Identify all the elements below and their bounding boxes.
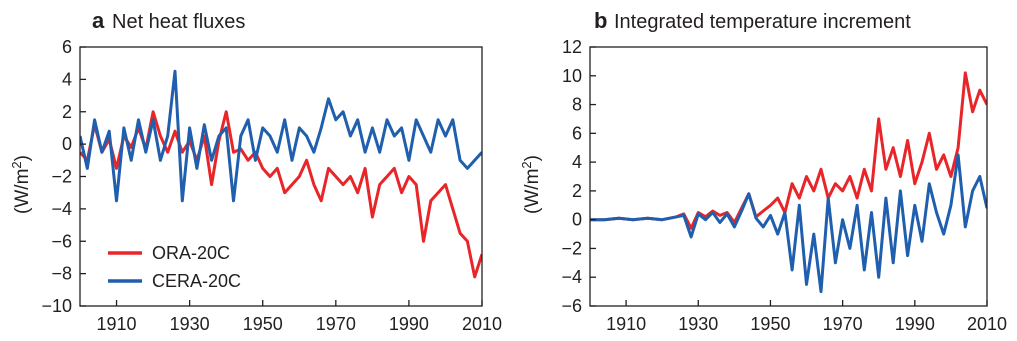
legend-label-ora-20c: ORA-20C <box>152 243 230 263</box>
y-tick-label: 4 <box>572 152 582 172</box>
y-tick-label: 0 <box>62 134 72 154</box>
y-tick-label: 10 <box>562 66 582 86</box>
x-tick-label: 1950 <box>750 314 790 334</box>
panel-title: Net heat fluxes <box>112 11 245 33</box>
y-tick-label: −4 <box>51 199 72 219</box>
y-tick-label: 2 <box>572 181 582 201</box>
plot-frame <box>589 46 988 307</box>
panel-a: a Net heat fluxes (W/m2) 6 4 2 0 −2 −4 −6 −8 −10 191… <box>9 8 503 334</box>
y-tick-label: −6 <box>51 231 72 251</box>
panel-letter: a <box>92 8 105 33</box>
x-tick-label: 1950 <box>243 314 283 334</box>
y-axis-label: (W/m2) <box>9 155 34 214</box>
series-line-cera-20c <box>80 69 482 203</box>
panel-letter: b <box>594 8 607 33</box>
y-tick-label: −2 <box>561 238 582 258</box>
y-tick-label: −4 <box>561 267 582 287</box>
y-tick-label: 4 <box>62 69 72 89</box>
y-tick-label: 2 <box>62 102 72 122</box>
series-line-ora-20c <box>590 71 987 230</box>
x-tick-label: 1970 <box>823 314 863 334</box>
legend-label-cera-20c: CERA-20C <box>152 271 241 291</box>
x-tick-label: 2010 <box>967 314 1007 334</box>
x-tick-label: 1930 <box>170 314 210 334</box>
y-tick-label: 8 <box>572 95 582 115</box>
x-tick-label: 1930 <box>678 314 718 334</box>
panel-title: Integrated temperature increment <box>614 11 911 33</box>
series-line-cera-20c <box>590 153 987 294</box>
x-tick-label: 1970 <box>316 314 356 334</box>
x-tick-label: 1990 <box>389 314 429 334</box>
y-tick-label: −10 <box>41 296 72 316</box>
y-axis-label: (W/m2) <box>519 155 544 214</box>
y-tick-label: 6 <box>62 37 72 57</box>
y-tick-label: −2 <box>51 167 72 187</box>
y-tick-label: 0 <box>572 210 582 230</box>
y-tick-label: 6 <box>572 123 582 143</box>
x-tick-label: 1990 <box>895 314 935 334</box>
panel-b: b Integrated temperature increment (W/m2) 1… <box>519 8 1008 334</box>
x-tick-label: 2010 <box>462 314 502 334</box>
y-tick-label: −8 <box>51 264 72 284</box>
x-tick-label: 1910 <box>606 314 646 334</box>
y-tick-label: −6 <box>561 296 582 316</box>
x-tick-label: 1910 <box>97 314 137 334</box>
y-tick-label: 12 <box>562 37 582 57</box>
